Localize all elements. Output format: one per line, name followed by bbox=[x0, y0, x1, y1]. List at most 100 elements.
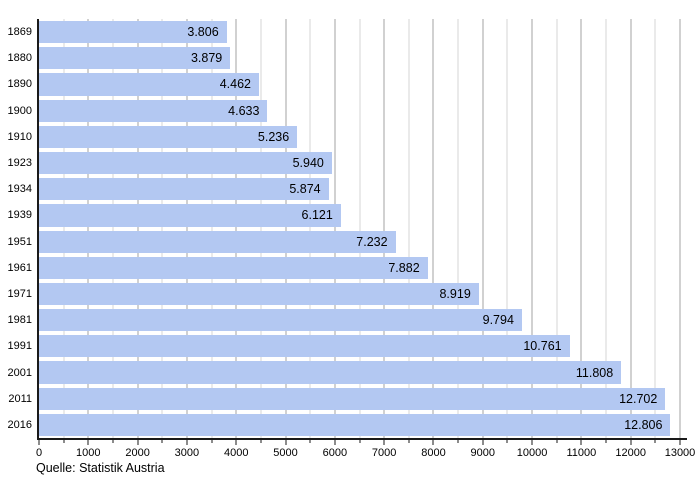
minor-gridline bbox=[359, 19, 360, 438]
x-axis-label: 8000 bbox=[421, 447, 446, 459]
year-label: 1880 bbox=[7, 52, 32, 65]
minor-gridline bbox=[556, 19, 558, 438]
value-label: 7.882 bbox=[388, 260, 420, 275]
x-axis-major-tick bbox=[38, 440, 40, 445]
minor-gridline bbox=[211, 19, 213, 438]
value-label: 3.806 bbox=[187, 25, 219, 40]
year-label: 1890 bbox=[7, 78, 32, 91]
bar-row: 1890 4.462 bbox=[8, 71, 680, 97]
x-axis-label: 6000 bbox=[322, 447, 348, 459]
bar-row: 1910 5.236 bbox=[8, 124, 680, 150]
minor-gridline bbox=[161, 19, 163, 438]
minor-gridline bbox=[654, 19, 656, 438]
x-axis-label: 9000 bbox=[470, 447, 496, 459]
major-gridline bbox=[235, 19, 237, 438]
minor-gridline bbox=[112, 19, 114, 438]
value-label: 11.808 bbox=[575, 365, 614, 380]
minor-gridline bbox=[260, 19, 262, 438]
value-label: 10.761 bbox=[523, 339, 562, 354]
population-bar: 8.919 bbox=[39, 282, 479, 306]
value-label: 5.940 bbox=[292, 156, 324, 171]
major-gridline bbox=[334, 19, 336, 438]
minor-gridline bbox=[408, 19, 410, 438]
x-axis-major-tick bbox=[334, 440, 336, 445]
major-gridline bbox=[383, 19, 385, 438]
value-label: 5.236 bbox=[257, 129, 290, 144]
x-axis-minor-tick bbox=[506, 440, 508, 443]
bar-row: 1939 6.121 bbox=[8, 202, 680, 228]
value-label: 8.919 bbox=[439, 286, 471, 301]
population-bar: 7.882 bbox=[39, 256, 428, 279]
minor-gridline bbox=[605, 19, 607, 438]
bar-row: 2001 11.808 bbox=[8, 359, 680, 385]
population-bar: 10.761 bbox=[39, 335, 570, 358]
year-label: 1869 bbox=[7, 26, 32, 39]
x-axis-minor-tick bbox=[654, 440, 656, 443]
x-axis-minor-tick bbox=[112, 440, 114, 443]
major-gridline bbox=[482, 19, 484, 438]
x-axis-minor-tick bbox=[309, 440, 311, 443]
population-bar: 7.232 bbox=[39, 230, 396, 253]
major-gridline bbox=[580, 19, 582, 438]
x-axis-label: 12000 bbox=[615, 447, 646, 459]
value-label: 12.806 bbox=[624, 417, 663, 432]
population-bar: 11.808 bbox=[39, 361, 622, 384]
value-label: 7.232 bbox=[356, 234, 388, 249]
x-axis-major-tick bbox=[531, 440, 533, 445]
x-axis-label: 5000 bbox=[273, 447, 298, 459]
x-axis-major-tick bbox=[679, 440, 681, 445]
bar-row: 1880 3.879 bbox=[8, 45, 680, 71]
value-label: 4.462 bbox=[219, 77, 251, 92]
year-label: 1939 bbox=[7, 209, 32, 222]
population-bar: 6.121 bbox=[39, 204, 341, 227]
population-bar: 3.879 bbox=[39, 47, 231, 70]
x-axis-minor-tick bbox=[211, 440, 213, 443]
bar-row: 1991 10.761 bbox=[8, 333, 680, 359]
x-axis-minor-tick bbox=[161, 440, 163, 443]
x-axis-major-tick bbox=[630, 440, 632, 445]
year-label: 1991 bbox=[7, 340, 32, 353]
major-gridline bbox=[531, 19, 533, 438]
x-axis-major-tick bbox=[383, 440, 385, 445]
bar-row: 1981 9.794 bbox=[8, 307, 680, 333]
x-axis-label: 4000 bbox=[223, 447, 249, 459]
year-label: 1971 bbox=[7, 287, 32, 300]
x-axis-minor-tick bbox=[260, 440, 262, 443]
population-bar: 5.940 bbox=[39, 151, 332, 175]
bar-row: 1923 5.940 bbox=[8, 150, 680, 176]
year-label: 2001 bbox=[7, 366, 32, 379]
value-label: 9.794 bbox=[482, 313, 514, 328]
x-axis-minor-tick bbox=[457, 440, 459, 443]
population-bar: 5.236 bbox=[39, 125, 298, 148]
x-axis-minor-tick bbox=[408, 440, 410, 443]
x-axis-major-tick bbox=[87, 440, 89, 445]
bar-row: 2011 12.702 bbox=[8, 386, 680, 412]
year-label: 1951 bbox=[7, 235, 32, 248]
x-axis-major-tick bbox=[186, 440, 188, 445]
year-label: 1923 bbox=[7, 157, 32, 170]
major-gridline bbox=[186, 19, 188, 438]
x-axis-label: 7000 bbox=[371, 447, 397, 459]
major-gridline bbox=[137, 19, 139, 438]
x-axis-minor-tick bbox=[556, 440, 558, 443]
x-axis-label: 13000 bbox=[664, 447, 696, 459]
bar-row: 1971 8.919 bbox=[8, 281, 680, 307]
population-bar: 9.794 bbox=[39, 309, 522, 332]
major-gridline bbox=[432, 19, 434, 438]
major-gridline bbox=[87, 19, 89, 438]
bar-row: 1869 3.806 bbox=[8, 19, 680, 45]
minor-gridline bbox=[309, 19, 311, 438]
population-bar: 4.462 bbox=[39, 73, 259, 96]
bar-row: 1900 4.633 bbox=[8, 98, 680, 124]
minor-gridline bbox=[457, 19, 459, 438]
value-label: 4.633 bbox=[228, 103, 260, 118]
bar-rows: 1869 3.806 1880 3.879 1890 4.462 1900 4.… bbox=[8, 19, 680, 438]
minor-gridline bbox=[506, 19, 508, 438]
x-axis-label: 2000 bbox=[125, 447, 150, 459]
bar-row: 1934 5.874 bbox=[8, 176, 680, 202]
x-axis-label: 11000 bbox=[566, 447, 597, 459]
minor-gridline bbox=[63, 19, 65, 438]
x-axis-major-tick bbox=[432, 440, 434, 445]
population-bar: 5.874 bbox=[39, 178, 329, 201]
